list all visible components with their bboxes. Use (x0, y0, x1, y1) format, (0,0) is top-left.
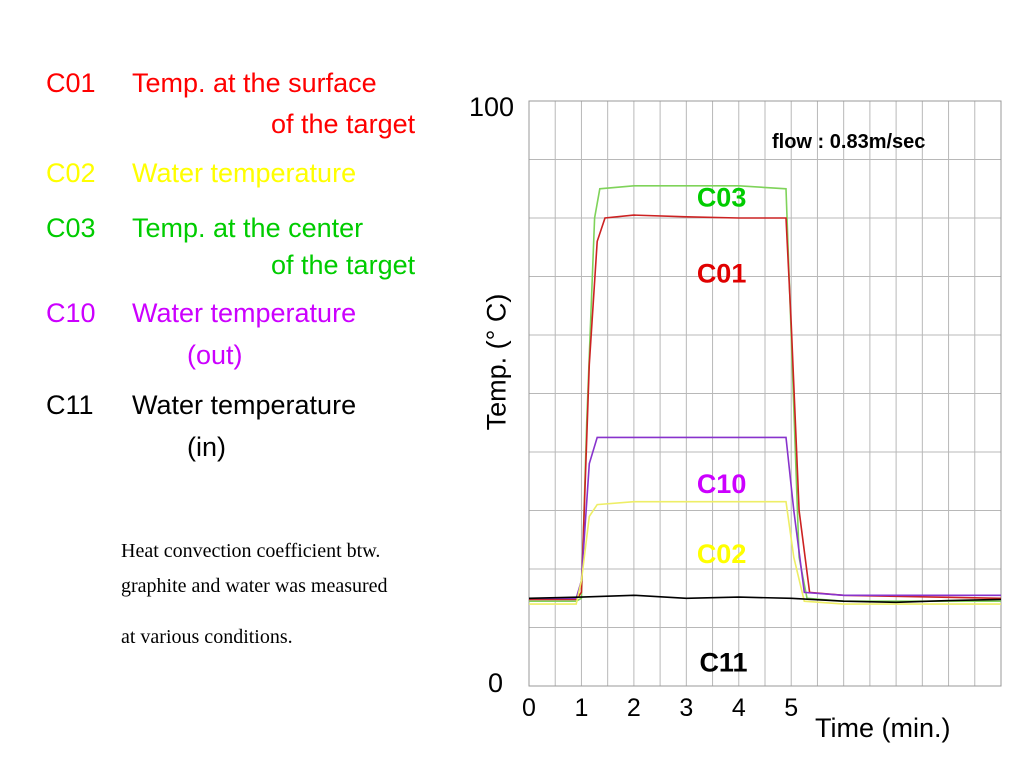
x-tick-label: 3 (679, 694, 693, 722)
series-line-c01 (529, 214, 1002, 601)
legend-c10-cont: (out) (187, 340, 243, 370)
note-line-1: Heat convection coefficient btw. (121, 540, 381, 562)
legend-code: C01 (46, 68, 96, 98)
series-label-c11: C11 (699, 647, 747, 677)
series-line-c02 (529, 500, 1001, 605)
x-axis-label: Time (min.) (815, 713, 951, 743)
y-tick-max: 100 (469, 92, 515, 122)
series-label-c03: C03 (697, 182, 747, 212)
x-tick-label: 0 (522, 694, 536, 722)
x-tick-label: 1 (574, 694, 588, 722)
x-tick-label: 5 (784, 694, 798, 722)
legend-desc: Water temperature (132, 158, 357, 188)
legend-code: C10 (46, 298, 96, 328)
legend-c10: C10 Water temperature (46, 298, 356, 328)
y-tick-min: 0 (488, 668, 504, 698)
legend-c11-cont: (in) (187, 432, 226, 462)
note-line-2: graphite and water was measured (121, 575, 388, 597)
plot-frame (528, 100, 1002, 687)
series-label-c10: C10 (697, 469, 747, 499)
legend-c01: C01 Temp. at the surface (46, 68, 377, 98)
legend-desc: Temp. at the center (132, 213, 364, 243)
legend-c11: C11 Water temperature (46, 390, 356, 420)
legend-c02: C02 Water temperature (46, 158, 356, 188)
x-tick-label: 2 (627, 694, 641, 722)
flow-annotation: flow : 0.83m/sec (772, 131, 926, 153)
legend-c03: C03 Temp. at the center (46, 213, 363, 243)
legend-c03-cont: of the target (271, 250, 416, 280)
legend-desc: Water temperature (132, 390, 357, 420)
note-line-3: at various conditions. (121, 626, 293, 648)
legend-desc: Temp. at the surface (132, 68, 377, 98)
series-label-c01: C01 (697, 258, 747, 288)
legend-code: C11 (46, 390, 94, 420)
x-tick-label: 4 (732, 694, 746, 722)
legend-c01-cont: of the target (271, 109, 416, 139)
legend-code: C02 (46, 158, 96, 188)
legend-code: C03 (46, 213, 96, 243)
y-axis-label: Temp. (° C) (481, 293, 512, 431)
series-label-c02: C02 (697, 539, 747, 569)
legend-desc: Water temperature (132, 298, 357, 328)
series-line-c11 (528, 594, 1002, 604)
